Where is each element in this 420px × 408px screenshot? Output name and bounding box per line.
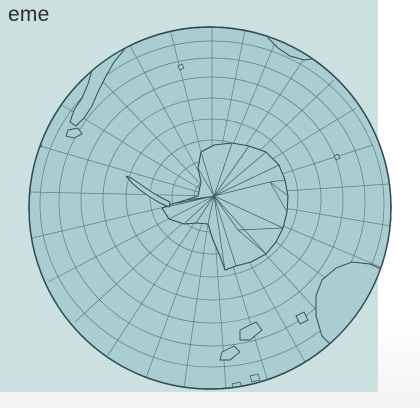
caption-text: eme <box>8 3 50 26</box>
tasmania-landmass <box>295 311 309 325</box>
globe-outline <box>28 26 392 390</box>
madagascar-landmass <box>367 53 383 71</box>
new-zealand-north-island <box>219 345 241 361</box>
new-zealand-south-island <box>239 321 263 341</box>
antarctica-landmass <box>125 142 289 271</box>
australia-landmass <box>315 261 391 353</box>
tierra-del-fuego <box>65 127 83 139</box>
